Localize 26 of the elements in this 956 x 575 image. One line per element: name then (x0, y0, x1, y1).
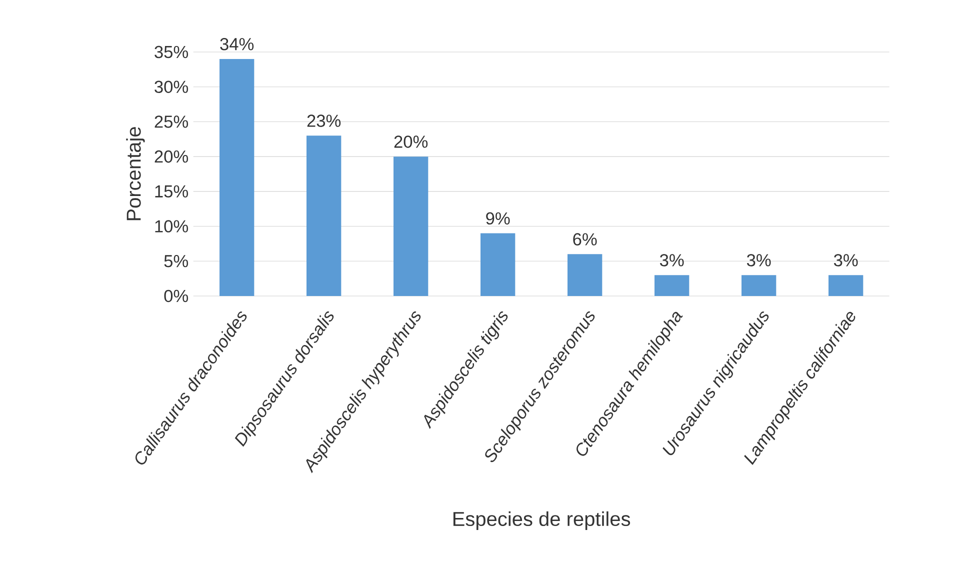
data-label: 3% (834, 254, 858, 267)
y-axis-title: Porcentaje (126, 127, 145, 220)
x-axis-title: Especies de reptiles (453, 512, 630, 530)
y-tick-label: 15% (155, 186, 188, 198)
data-label: 23% (307, 114, 341, 128)
data-label: 3% (746, 254, 771, 267)
y-tick-label: 10% (155, 220, 188, 233)
bar (568, 254, 602, 296)
bar (306, 136, 342, 296)
y-tick-label: 0% (164, 290, 188, 302)
data-label: 20% (394, 136, 428, 148)
y-tick-label: 20% (154, 150, 188, 163)
y-tick-label: 25% (154, 116, 188, 128)
data-label: 9% (486, 212, 510, 225)
bar (220, 59, 254, 296)
bar (828, 275, 864, 296)
data-label: 3% (660, 254, 684, 267)
bar (394, 156, 428, 296)
y-tick-label: 30% (154, 80, 188, 94)
y-tick-label: 5% (164, 255, 188, 268)
bar (654, 275, 690, 296)
bar (480, 233, 516, 296)
bar (742, 275, 776, 296)
data-label: 34% (220, 38, 254, 50)
y-tick-label: 35% (154, 46, 188, 58)
data-label: 6% (573, 233, 597, 246)
